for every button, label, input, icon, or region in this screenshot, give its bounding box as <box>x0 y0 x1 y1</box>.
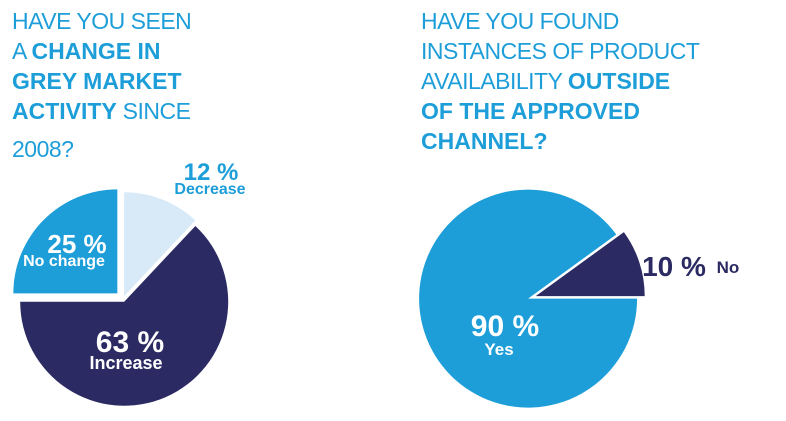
slice-label-no-name: No <box>716 258 740 277</box>
question-left-line4: ACTIVITY SINCE <box>12 98 191 124</box>
question-right-line1: HAVE YOU FOUND <box>421 8 619 34</box>
question-right-line2: INSTANCES OF PRODUCT <box>421 38 700 64</box>
question-left: HAVE YOU SEEN A CHANGE IN GREY MARKET AC… <box>12 6 192 164</box>
pie-slice-no-change <box>13 189 118 294</box>
question-right-line5: CHANNEL? <box>421 128 548 154</box>
pie-slice-no <box>535 232 645 297</box>
question-right-line4: OF THE APPROVED <box>421 98 640 124</box>
pie-slice-yes <box>419 189 638 408</box>
slice-label-increase-pct: 63 % <box>95 326 165 359</box>
slice-label-yes-name: Yes <box>484 340 514 359</box>
slice-label-no-change-name: No change <box>23 253 105 270</box>
pie-slice-increase <box>20 225 229 406</box>
slice-label-increase-name: Increase <box>89 353 163 373</box>
slice-label-no-change-pct: 25 % <box>47 229 107 259</box>
slice-label-decrease-name: Decrease <box>174 181 246 198</box>
question-right: HAVE YOU FOUND INSTANCES OF PRODUCT AVAI… <box>421 6 700 156</box>
question-left-line1: HAVE YOU SEEN <box>12 8 192 34</box>
slice-label-decrease-pct: 12 % <box>183 159 239 186</box>
question-left-line3: GREY MARKET <box>12 68 182 94</box>
question-left-line5: 2008? <box>12 136 74 162</box>
question-left-line2: A CHANGE IN <box>12 38 161 64</box>
slice-label-no-pct: 10 % <box>642 251 706 282</box>
slice-label-yes-pct: 90 % <box>470 310 540 343</box>
question-right-line3: AVAILABILITY OUTSIDE <box>421 68 671 94</box>
pie-slice-decrease <box>124 192 196 297</box>
